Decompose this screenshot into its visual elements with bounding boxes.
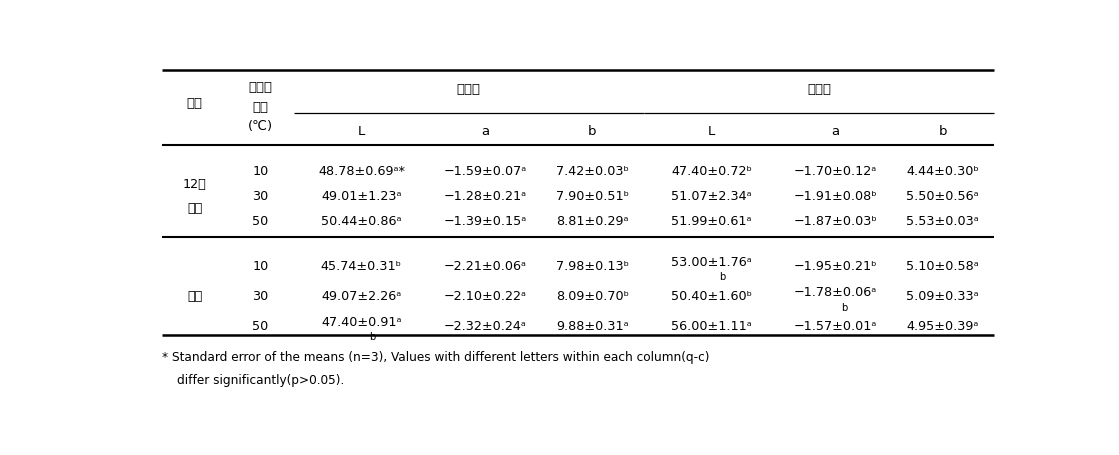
Text: a: a <box>831 125 839 137</box>
Text: 온도: 온도 <box>253 100 269 113</box>
Text: −1.39±0.15ᵃ: −1.39±0.15ᵃ <box>443 215 527 228</box>
Text: 5.53±0.03ᵃ: 5.53±0.03ᵃ <box>906 215 979 228</box>
Text: 30: 30 <box>253 190 269 202</box>
Text: 8.81±0.29ᵃ: 8.81±0.29ᵃ <box>556 215 629 228</box>
Text: −1.91±0.08ᵇ: −1.91±0.08ᵇ <box>793 190 877 202</box>
Text: 47.40±0.91ᵃ: 47.40±0.91ᵃ <box>321 315 402 328</box>
Text: 참쌀: 참쌀 <box>187 290 203 303</box>
Text: 7.98±0.13ᵇ: 7.98±0.13ᵇ <box>556 260 629 273</box>
Text: −1.59±0.07ᵃ: −1.59±0.07ᵃ <box>443 164 527 177</box>
Text: 8.09±0.70ᵇ: 8.09±0.70ᵇ <box>556 290 629 303</box>
Text: 53.00±1.76ᵃ: 53.00±1.76ᵃ <box>671 255 752 268</box>
Text: L: L <box>708 125 715 137</box>
Text: 7.42±0.03ᵇ: 7.42±0.03ᵇ <box>556 164 629 177</box>
Text: 도미: 도미 <box>187 202 203 215</box>
Text: −1.28±0.21ᵃ: −1.28±0.21ᵃ <box>443 190 527 202</box>
Text: 조리후: 조리후 <box>807 83 831 96</box>
Text: 반죽수: 반죽수 <box>248 81 273 94</box>
Text: −1.87±0.03ᵇ: −1.87±0.03ᵇ <box>793 215 877 228</box>
Text: 51.99±0.61ᵃ: 51.99±0.61ᵃ <box>671 215 752 228</box>
Text: 45.74±0.31ᵇ: 45.74±0.31ᵇ <box>321 260 402 273</box>
Text: 7.90±0.51ᵇ: 7.90±0.51ᵇ <box>556 190 629 202</box>
Text: 조리전: 조리전 <box>457 83 481 96</box>
Text: 5.09±0.33ᵃ: 5.09±0.33ᵃ <box>906 290 979 303</box>
Text: 5.10±0.58ᵃ: 5.10±0.58ᵃ <box>906 260 979 273</box>
Text: 시료: 시료 <box>187 97 203 110</box>
Text: 4.44±0.30ᵇ: 4.44±0.30ᵇ <box>906 164 979 177</box>
Text: b: b <box>841 302 847 312</box>
Text: −1.95±0.21ᵇ: −1.95±0.21ᵇ <box>793 260 877 273</box>
Text: 10: 10 <box>253 164 269 177</box>
Text: 49.01±1.23ᵃ: 49.01±1.23ᵃ <box>321 190 402 202</box>
Text: differ significantly(p>0.05).: differ significantly(p>0.05). <box>177 373 345 386</box>
Text: 50: 50 <box>253 215 269 228</box>
Text: 12분: 12분 <box>182 177 206 190</box>
Text: −2.21±0.06ᵃ: −2.21±0.06ᵃ <box>444 260 527 273</box>
Text: (℃): (℃) <box>248 120 273 132</box>
Text: 10: 10 <box>253 260 269 273</box>
Text: b: b <box>369 332 375 342</box>
Text: 51.07±2.34ᵃ: 51.07±2.34ᵃ <box>671 190 752 202</box>
Text: −1.70±0.12ᵃ: −1.70±0.12ᵃ <box>793 164 877 177</box>
Text: −2.10±0.22ᵃ: −2.10±0.22ᵃ <box>444 290 527 303</box>
Text: 9.88±0.31ᵃ: 9.88±0.31ᵃ <box>556 319 629 333</box>
Text: 50.40±1.60ᵇ: 50.40±1.60ᵇ <box>671 290 752 303</box>
Text: b: b <box>589 125 596 137</box>
Text: −1.57±0.01ᵃ: −1.57±0.01ᵃ <box>793 319 877 333</box>
Text: 5.50±0.56ᵃ: 5.50±0.56ᵃ <box>906 190 979 202</box>
Text: L: L <box>358 125 365 137</box>
Text: 4.95±0.39ᵃ: 4.95±0.39ᵃ <box>906 319 979 333</box>
Text: 47.40±0.72ᵇ: 47.40±0.72ᵇ <box>671 164 752 177</box>
Text: * Standard error of the means (n=3), Values with different letters within each c: * Standard error of the means (n=3), Val… <box>161 350 709 363</box>
Text: 50.44±0.86ᵃ: 50.44±0.86ᵃ <box>321 215 402 228</box>
Text: 48.78±0.69ᵃ*: 48.78±0.69ᵃ* <box>318 164 405 177</box>
Text: 30: 30 <box>253 290 269 303</box>
Text: 56.00±1.11ᵃ: 56.00±1.11ᵃ <box>671 319 752 333</box>
Text: 50: 50 <box>253 319 269 333</box>
Text: b: b <box>720 272 725 282</box>
Text: 49.07±2.26ᵃ: 49.07±2.26ᵃ <box>321 290 402 303</box>
Text: −2.32±0.24ᵃ: −2.32±0.24ᵃ <box>444 319 527 333</box>
Text: b: b <box>939 125 947 137</box>
Text: a: a <box>481 125 489 137</box>
Text: −1.78±0.06ᵃ: −1.78±0.06ᵃ <box>793 285 877 298</box>
